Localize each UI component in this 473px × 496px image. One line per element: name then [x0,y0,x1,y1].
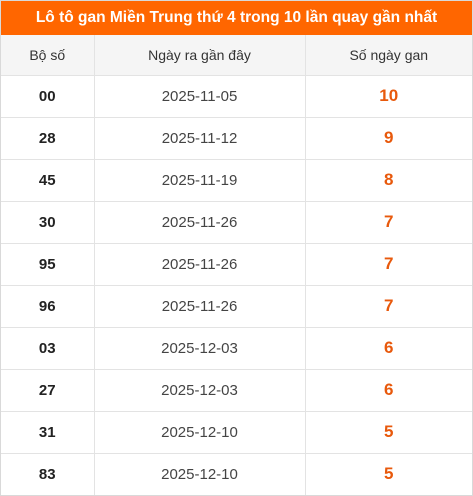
lotto-number: 30 [1,201,95,244]
lotto-number: 31 [1,411,95,454]
gan-days: 7 [305,285,472,328]
table-title: Lô tô gan Miền Trung thứ 4 trong 10 lần … [1,1,472,35]
last-drawn-date: 2025-12-03 [94,369,306,412]
gan-days: 7 [305,243,472,286]
table-row: 31 2025-12-10 5 [1,411,472,454]
last-drawn-date: 2025-11-12 [94,117,306,160]
lotto-number: 00 [1,75,95,118]
gan-days: 10 [305,75,472,118]
last-drawn-date: 2025-11-26 [94,201,306,244]
last-drawn-date: 2025-12-10 [94,411,306,454]
last-drawn-date: 2025-11-05 [94,75,306,118]
column-header-last-date: Ngày ra gần đây [94,35,306,76]
table-row: 00 2025-11-05 10 [1,75,472,118]
lo-gan-table: Bộ số Ngày ra gần đây Số ngày gan 00 202… [1,35,472,495]
gan-days: 6 [305,327,472,370]
lotto-number: 96 [1,285,95,328]
table-header-row: Bộ số Ngày ra gần đây Số ngày gan [1,35,472,76]
gan-days: 5 [384,464,394,484]
last-drawn-date: 2025-12-03 [94,327,306,370]
table-row: 28 2025-11-12 9 [1,117,472,160]
lotto-number: 45 [1,159,95,202]
column-header-number: Bộ số [1,35,95,76]
gan-days: 5 [305,411,472,454]
gan-days: 6 [305,369,472,412]
lotto-number: 83 [1,453,95,495]
last-drawn-date: 2025-11-19 [94,159,306,202]
table-row: 03 2025-12-03 6 [1,327,472,370]
gan-days: 9 [305,117,472,160]
table-row: 30 2025-11-26 7 [1,201,472,244]
lotto-number: 95 [1,243,95,286]
lotto-number: 03 [1,327,95,370]
last-drawn-date: 2025-11-26 [94,243,306,286]
last-drawn-date: 2025-12-10 [94,453,306,495]
last-drawn-date: 2025-11-26 [94,285,306,328]
table-row: 96 2025-11-26 7 [1,285,472,328]
table-row: 45 2025-11-19 8 [1,159,472,202]
table-row: 83 2025-12-10 5 [1,453,472,495]
lotto-number: 27 [1,369,95,412]
gan-days: 8 [305,159,472,202]
gan-days: 7 [305,201,472,244]
column-header-gan-days: Số ngày gan [305,35,472,76]
table-row: 27 2025-12-03 6 [1,369,472,412]
lotto-number: 28 [1,117,95,160]
table-row: 95 2025-11-26 7 [1,243,472,286]
